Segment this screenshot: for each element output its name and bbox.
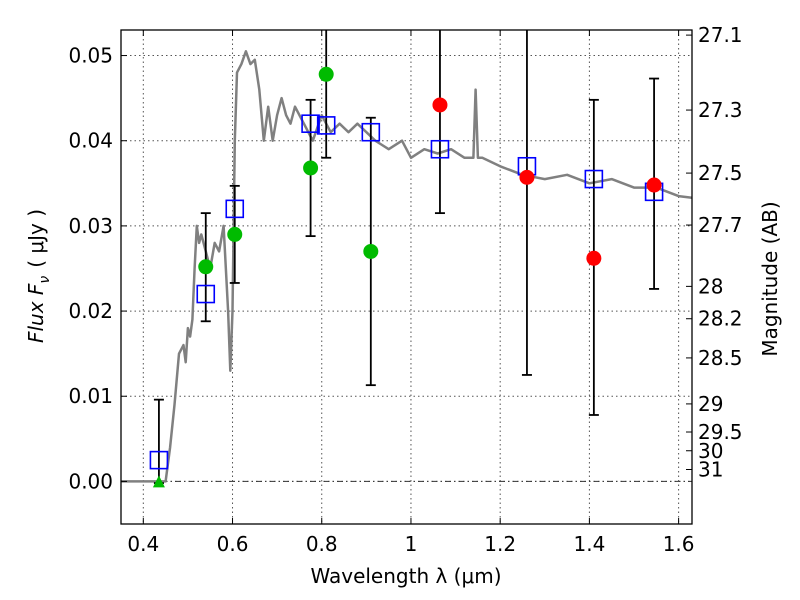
nir-photometry-point [519,169,535,185]
model-photometry-point [225,199,245,219]
mag-tick-label: 30 [698,439,723,463]
nir-photometry-point [432,97,448,113]
optical-photometry-point [303,160,319,176]
optical-photometry-point [318,66,334,82]
x-tick-label: 1.4 [573,532,605,556]
upper-limit-marker [152,475,165,488]
optical-photometry-point [198,259,214,275]
plot-frame [120,29,693,525]
y2-axis-title: Magnitude (AB) [758,201,782,356]
optical-photometry-point [227,226,243,242]
x-tick-label: 1.6 [663,532,695,556]
x-axis-title: Wavelength λ (μm) [310,564,501,588]
mag-tick-label: 29 [698,392,723,416]
mag-tick-label: 27.7 [698,213,743,237]
x-tick-label: 1.2 [484,532,516,556]
plot-area [121,30,692,488]
model-photometry-point [149,450,169,470]
model-photometry-point [196,284,216,304]
optical-photometry-point [363,243,379,259]
axes-ticks: 0.4 0.6 0.8 1 1.2 1.4 1.6 0.00 0.01 0.02 0.03 0.04 0… [68,23,742,556]
model-photometry-point [430,139,450,159]
y-tick-label: 0.04 [68,129,113,153]
mag-tick-label: 27.3 [698,98,743,122]
nir-photometry-point [646,177,662,193]
x-tick-label: 1 [405,532,418,556]
mag-tick-label: 29.5 [698,420,743,444]
model-photometry-point [584,169,604,189]
mag-tick-label: 28 [698,274,723,298]
mag-tick-label: 28.2 [698,307,743,331]
y-tick-label: 0.05 [68,44,113,68]
model-photometry-point [361,122,381,142]
y-tick-label: 0.03 [68,214,113,238]
y-axis-title-sub: ν [37,276,53,284]
y-axis-title-main: Flux F [24,283,48,343]
y-tick-label: 0.00 [68,469,113,493]
model-sed-line [121,50,692,483]
mag-tick-label: 28.5 [698,346,743,370]
mag-tick-label: 27.5 [698,161,743,185]
y-axis-title: Flux Fν ( μJy ) [24,209,53,343]
mag-tick-label: 31 [698,457,723,481]
y-tick-label: 0.01 [68,384,113,408]
x-tick-label: 0.8 [306,532,338,556]
x-tick-label: 0.4 [127,532,159,556]
y-axis-title-unit: ( μJy ) [24,209,48,268]
model-photometry-point [301,114,320,133]
model-photometry-point [316,116,336,135]
x-tick-label: 0.6 [217,532,249,556]
nir-photometry-point [586,250,602,266]
y-tick-label: 0.02 [68,299,113,323]
mag-tick-label: 27.1 [698,23,743,47]
